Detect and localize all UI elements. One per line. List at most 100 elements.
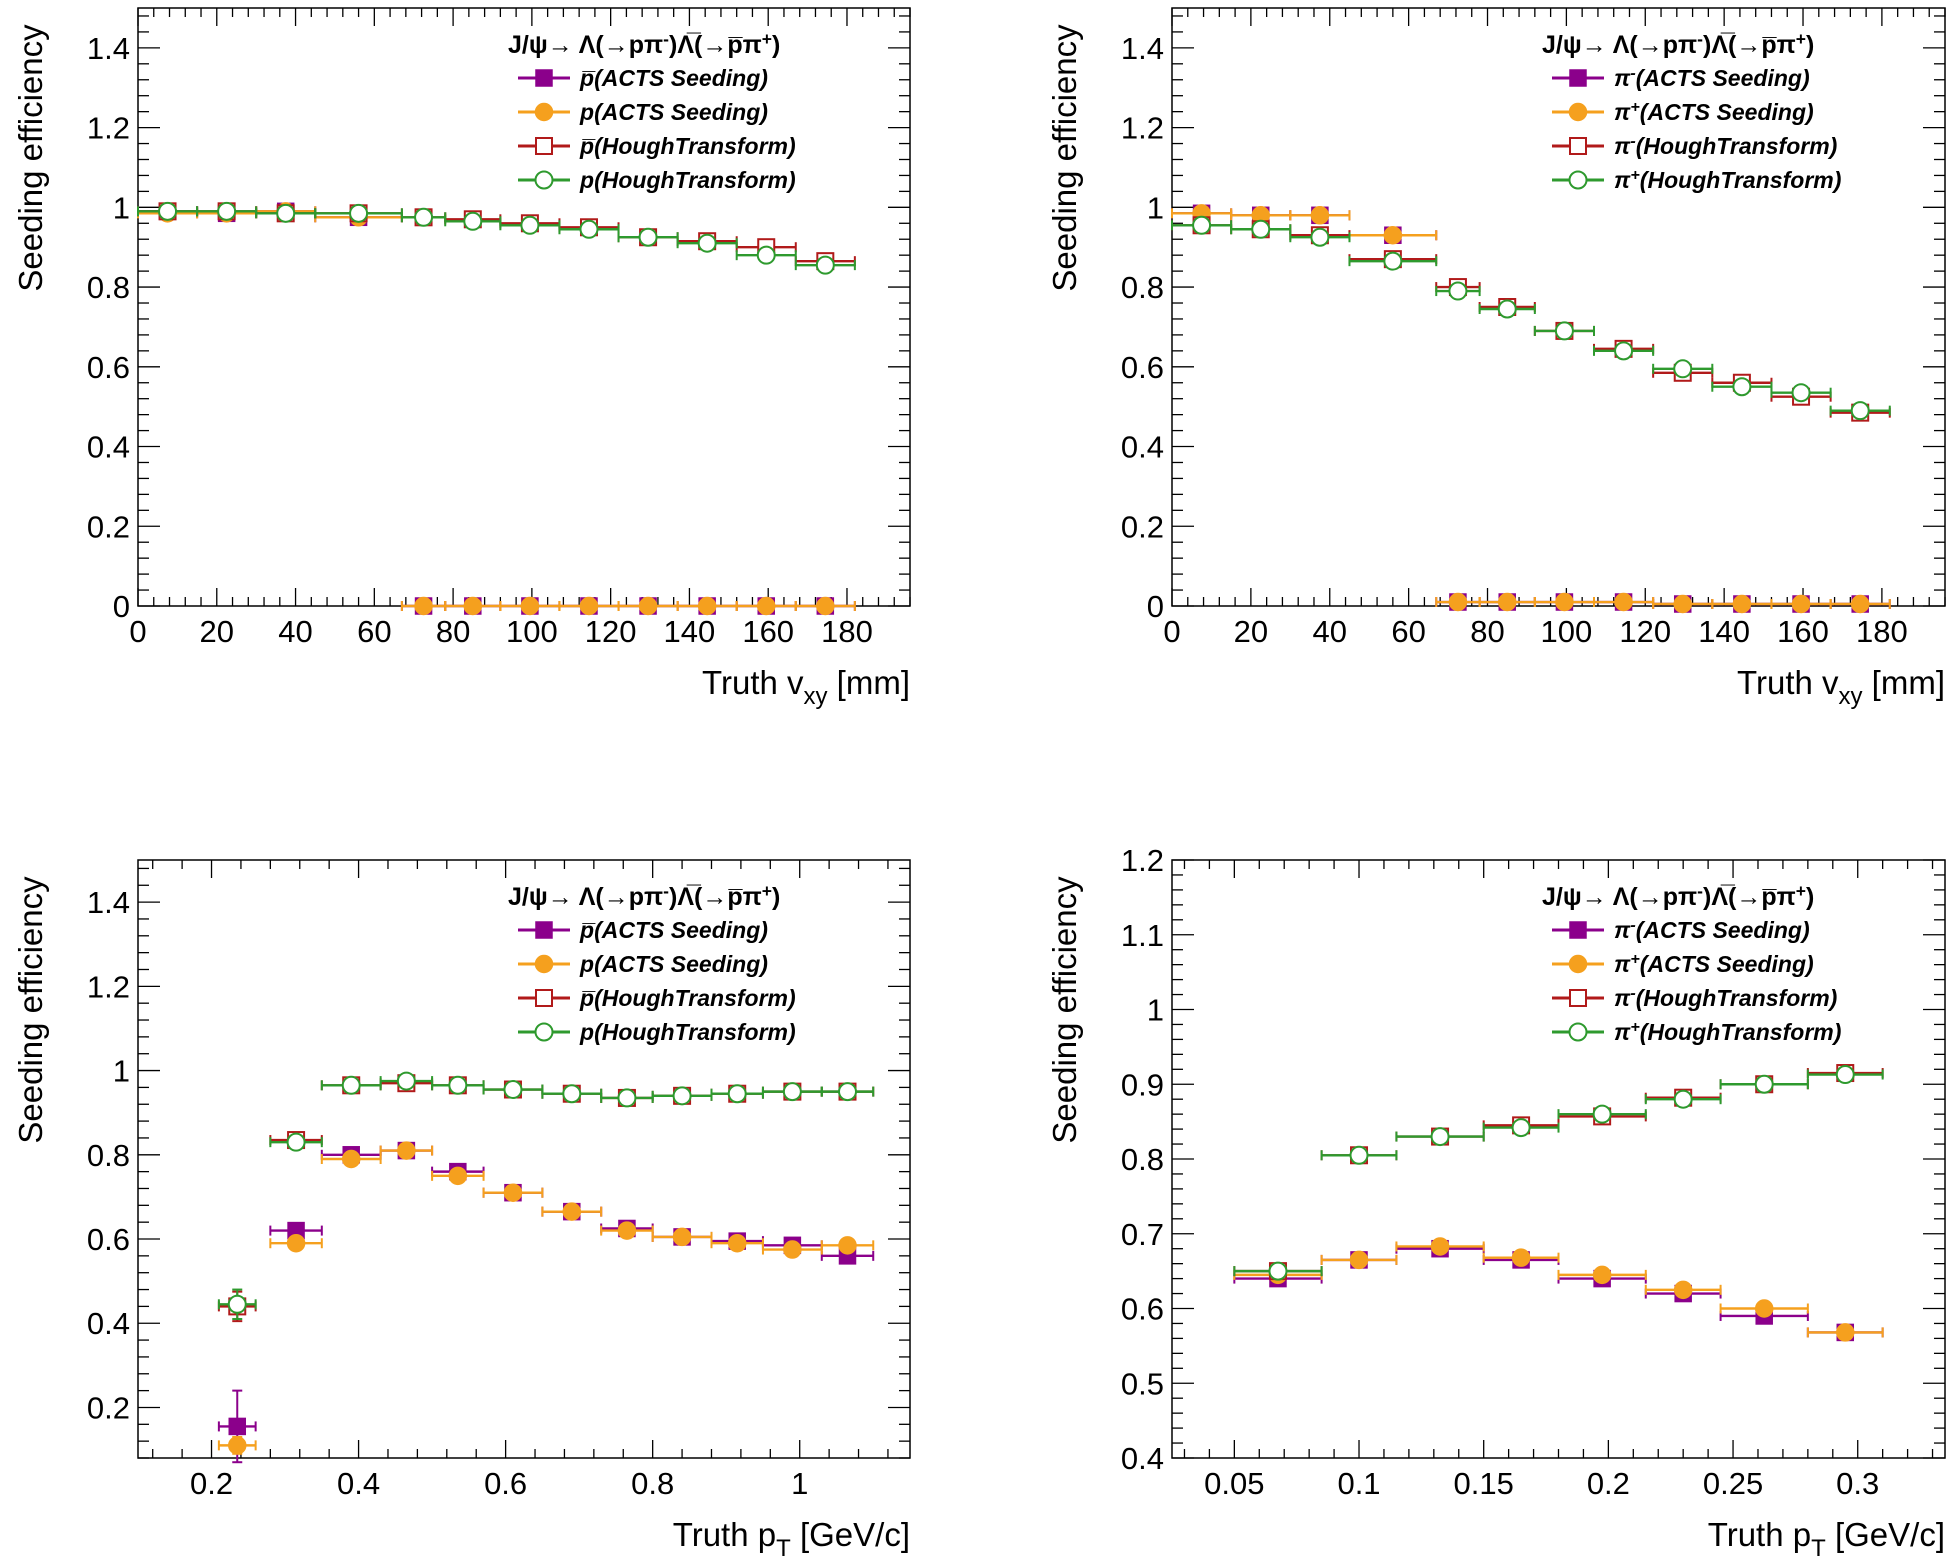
y-tick-label: 0.9	[1121, 1067, 1164, 1102]
x-tick-label: 140	[1698, 614, 1750, 649]
x-tick-label: 0.4	[337, 1466, 380, 1501]
data-point	[838, 1082, 858, 1102]
data-point	[448, 1166, 468, 1186]
legend: J/ψ→ Λ(→pπ-​)Λ̅(→p̅π+​) π-​(ACTS Seeding)…	[1542, 881, 1841, 1045]
y-tick-label: 0.8	[87, 270, 130, 305]
legend-marker	[1568, 170, 1588, 190]
series-hough_neg	[217, 1074, 875, 1323]
data-point	[1192, 215, 1212, 235]
data-point	[1732, 377, 1752, 397]
chart-panel-1: 0 20 40 60 80 100 120 140 160 180 0 0.2 0.4 0.6 0.8 1 1.…	[12, 7, 911, 710]
data-point	[756, 245, 776, 265]
y-tick-label: 1	[1147, 993, 1164, 1028]
x-tick-label: 0	[129, 614, 146, 649]
y-tick-label: 1	[113, 190, 130, 225]
data-point	[1673, 359, 1693, 379]
legend-entry: p(HoughTransform)	[579, 167, 796, 193]
data-point	[1614, 592, 1633, 612]
series-acts_pos	[1233, 1237, 1884, 1342]
legend-marker	[534, 170, 554, 190]
legend: J/ψ→ Λ(→pπ-​)Λ̅(→p̅π+​) p̅(ACTS Seeding) p…	[508, 29, 796, 193]
x-tick-label: 1	[791, 1466, 808, 1501]
y-axis-title: Seeding efficiency	[12, 24, 49, 292]
data-point	[276, 203, 296, 223]
legend-marker	[1568, 954, 1588, 974]
plot-frame	[1171, 7, 1946, 607]
x-tick-label: 0.25	[1703, 1466, 1763, 1501]
y-tick-label: 0.5	[1121, 1366, 1164, 1401]
data-point	[397, 1141, 416, 1160]
y-tick-label: 1.1	[1121, 918, 1164, 953]
x-tick-label: 80	[1470, 614, 1504, 649]
legend-title: J/ψ→ Λ(→pπ-​)Λ̅(→p̅π+​)	[1542, 29, 1814, 59]
legend-title: J/ψ→ Λ(→pπ-​)Λ̅(→p̅π+​)	[1542, 881, 1814, 911]
data-point	[697, 596, 717, 616]
data-point	[1430, 1237, 1450, 1256]
legend-entry: p̅(HoughTransform)	[579, 985, 796, 1011]
data-point	[727, 1084, 747, 1104]
legend-entry: p̅(HoughTransform)	[579, 133, 796, 159]
data-point	[1497, 592, 1517, 612]
y-axis-title: Seeding efficiency	[1046, 24, 1083, 292]
y-tick-label: 1.2	[1121, 843, 1164, 878]
legend-entry: p(ACTS Seeding)	[579, 951, 768, 977]
legend-entry: π-​(HoughTransform)	[1614, 132, 1837, 159]
y-tick-label: 1.4	[87, 885, 130, 920]
plot-frame	[137, 859, 911, 1459]
data-point	[617, 1088, 637, 1108]
data-point	[1673, 1089, 1693, 1109]
data-point	[1754, 1299, 1774, 1318]
x-tick-label: 20	[1234, 614, 1268, 649]
data-point	[1349, 1250, 1369, 1270]
series-hough_pos	[1233, 1065, 1884, 1281]
plot-frame	[137, 7, 911, 607]
legend-marker	[1568, 102, 1588, 122]
legend-entry: π+​(HoughTransform)	[1614, 1018, 1841, 1045]
legend-title: J/ψ→ Λ(→pπ-​)Λ̅(→p̅π+​)	[508, 29, 780, 59]
y-axis-title: Seeding efficiency	[12, 876, 49, 1144]
legend-entry: π-​(HoughTransform)	[1614, 984, 1837, 1011]
y-tick-label: 0	[113, 589, 130, 624]
data-point	[727, 1233, 747, 1253]
data-point	[503, 1183, 523, 1202]
y-tick-label: 1.4	[1121, 31, 1164, 66]
data-point	[1554, 321, 1574, 341]
x-tick-label: 0.2	[1587, 1466, 1630, 1501]
data-point	[503, 1080, 523, 1100]
legend-entry: p(HoughTransform)	[579, 1019, 796, 1045]
data-point	[562, 1202, 582, 1221]
data-point	[1383, 251, 1403, 271]
x-tick-label: 0.15	[1454, 1466, 1514, 1501]
data-point	[816, 596, 835, 616]
data-point	[1251, 219, 1271, 239]
data-point	[1555, 592, 1574, 612]
x-tick-label: 160	[742, 614, 794, 649]
data-point	[617, 1221, 637, 1240]
legend-marker	[1568, 1022, 1588, 1042]
y-axis-title: Seeding efficiency	[1046, 876, 1083, 1144]
legend-entry: π-​(ACTS Seeding)	[1614, 64, 1810, 91]
data-point	[1850, 594, 1870, 614]
data-point	[815, 255, 835, 275]
y-tick-label: 0.6	[1121, 350, 1164, 385]
y-tick-label: 0.6	[87, 1222, 130, 1257]
series-acts_neg	[217, 1141, 875, 1464]
legend-marker	[1569, 989, 1587, 1007]
data-point	[579, 219, 599, 239]
x-tick-label: 120	[585, 614, 637, 649]
series-hough_pos	[1171, 215, 1891, 421]
x-tick-label: 160	[1777, 614, 1829, 649]
y-tick-label: 1.2	[1121, 111, 1164, 146]
data-point	[1310, 206, 1330, 225]
data-point	[756, 596, 776, 616]
data-point	[1268, 1261, 1288, 1281]
data-point	[1754, 1074, 1774, 1094]
y-tick-label: 0.2	[87, 509, 130, 544]
legend-entry: p̅(ACTS Seeding)	[579, 917, 768, 943]
data-point	[1448, 281, 1468, 301]
data-point	[1673, 594, 1692, 614]
x-tick-label: 0.8	[631, 1466, 674, 1501]
legend-entry: π+​(ACTS Seeding)	[1614, 950, 1814, 977]
data-point	[448, 1075, 468, 1095]
series-hough_pos	[137, 201, 856, 275]
